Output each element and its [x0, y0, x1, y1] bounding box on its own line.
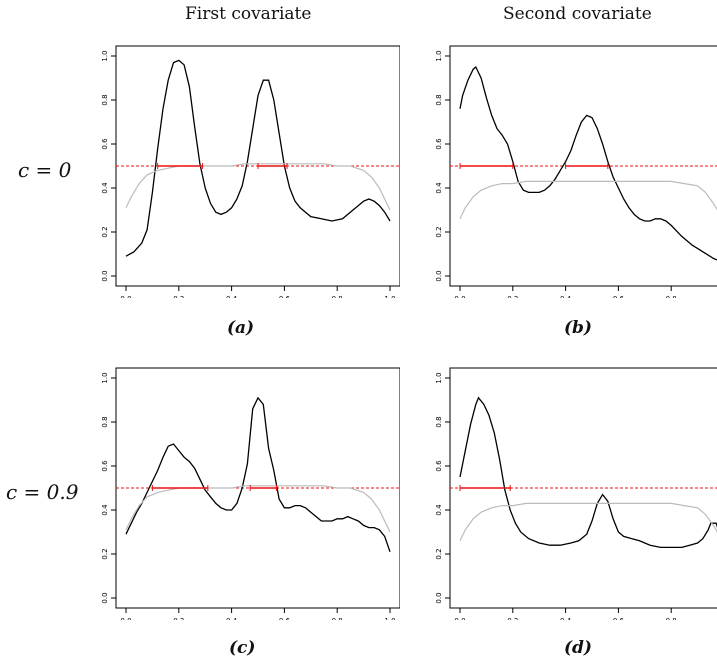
y-tick-label: 0.0: [435, 270, 443, 281]
reference-series-line: [125, 163, 391, 211]
row-label-c0: c = 0: [18, 158, 72, 182]
y-tick-label: 1.0: [435, 50, 443, 61]
y-tick-label: 0.4: [435, 504, 443, 516]
x-tick-label: 0.2: [173, 295, 184, 298]
column-title-first: First covariate: [185, 4, 312, 24]
y-tick-label: 1.0: [101, 50, 109, 61]
y-tick-label: 0.8: [435, 94, 443, 105]
y-tick-label: 0.0: [101, 270, 109, 281]
y-tick-label: 0.0: [435, 592, 443, 603]
y-tick-label: 0.4: [435, 182, 443, 194]
x-tick-label: 0.4: [560, 295, 572, 298]
x-tick-label: 1.0: [384, 295, 395, 298]
column-title-second: Second covariate: [503, 4, 652, 24]
y-tick-label: 0.8: [435, 416, 443, 427]
y-tick-label: 0.4: [101, 504, 109, 516]
x-tick-label: 0.4: [560, 617, 572, 620]
x-tick-label: 0.4: [226, 617, 238, 620]
x-tick-label: 1.0: [384, 617, 395, 620]
y-tick-label: 0.6: [435, 138, 443, 150]
x-tick-label: 0.0: [120, 617, 131, 620]
y-tick-label: 0.4: [101, 182, 109, 194]
x-tick-label: 0.8: [666, 617, 677, 620]
x-tick-label: 0.0: [454, 617, 465, 620]
x-tick-label: 0.2: [173, 617, 184, 620]
x-tick-label: 0.8: [332, 295, 343, 298]
y-tick-label: 1.0: [435, 372, 443, 383]
y-tick-label: 1.0: [101, 372, 109, 383]
row-label-c09: c = 0.9: [6, 480, 79, 504]
panel-label-a: (a): [227, 318, 255, 338]
x-tick-label: 0.6: [279, 295, 291, 298]
x-tick-label: 0.4: [226, 295, 238, 298]
panel-b: 0.00.20.40.60.81.00.00.20.40.60.81.0: [435, 45, 717, 298]
panel-label-c: (c): [229, 638, 256, 658]
y-tick-label: 0.0: [101, 592, 109, 603]
reference-series-line: [459, 502, 717, 542]
y-tick-label: 0.2: [101, 226, 109, 237]
y-tick-label: 0.8: [101, 94, 109, 105]
y-tick-label: 0.6: [435, 460, 443, 472]
panel-label-d: (d): [564, 638, 592, 658]
y-tick-label: 0.2: [101, 548, 109, 559]
x-tick-label: 0.6: [279, 617, 291, 620]
panel-c: 0.0 0.2 0.4 0.6 0.8 1.0 0.0 0.2 0.4 0.6 0.8 1.0: [101, 367, 400, 620]
y-tick-label: 0.2: [435, 548, 443, 559]
panel-label-b: (b): [564, 318, 592, 338]
reference-series-line: [459, 180, 717, 220]
main-series-line: [459, 396, 717, 549]
x-tick-label: 0.8: [666, 295, 677, 298]
y-tick-label: 0.6: [101, 460, 109, 472]
reference-series-line: [125, 485, 391, 533]
y-tick-label: 0.6: [101, 138, 109, 150]
panel-a: 0.0 0.2 0.4 0.6 0.8 1.0 0.0 0.2 0.4 0.6 0.8 1.0: [101, 45, 400, 298]
panel-d: 0.00.20.40.60.81.00.00.20.40.60.81.0: [435, 367, 717, 620]
main-series-line: [459, 65, 717, 261]
y-tick-label: 0.8: [101, 416, 109, 427]
main-series-line: [125, 396, 391, 553]
x-tick-label: 0.6: [613, 295, 625, 298]
x-tick-label: 0.8: [332, 617, 343, 620]
x-tick-label: 0.0: [120, 295, 131, 298]
main-series-line: [125, 59, 391, 257]
x-tick-label: 0.6: [613, 617, 625, 620]
x-tick-label: 0.2: [507, 617, 518, 620]
y-tick-label: 0.2: [435, 226, 443, 237]
x-tick-label: 0.0: [454, 295, 465, 298]
x-tick-label: 0.2: [507, 295, 518, 298]
